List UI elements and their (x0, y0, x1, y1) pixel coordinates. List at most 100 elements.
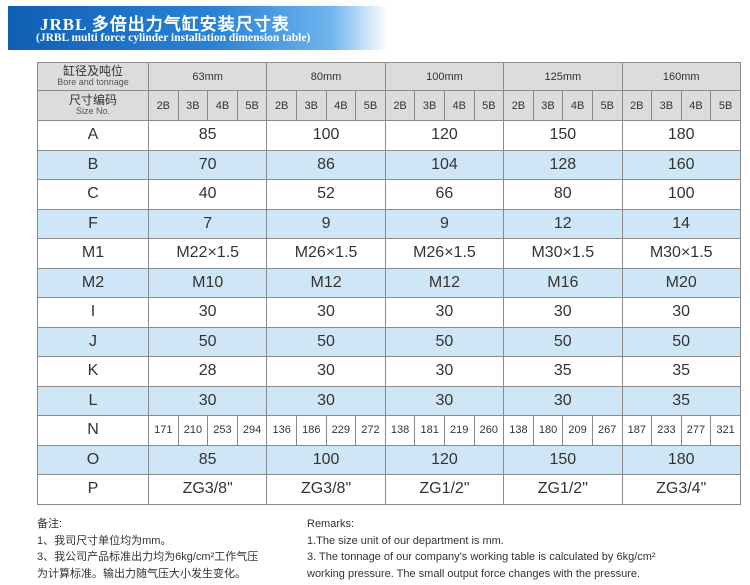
cell: 9 (384, 208, 505, 239)
size-header: 3B (651, 90, 682, 121)
row-label: C (37, 179, 149, 210)
cell: 50 (147, 326, 268, 357)
size-header: 5B (710, 90, 741, 121)
cell: 100 (266, 444, 386, 475)
cell: M20 (621, 267, 741, 298)
cell: 35 (621, 385, 741, 416)
subtitle: (JRBL multi force cylinder installation … (36, 32, 311, 44)
cell: M12 (266, 267, 386, 298)
cell: 80 (503, 179, 623, 210)
corner-cn: 缸径及吨位 (62, 63, 123, 78)
row-label: I (37, 297, 149, 328)
cell: 40 (147, 179, 268, 210)
row-label: L (37, 385, 149, 416)
cell: ZG1/2" (384, 474, 505, 505)
data-row: C 40 52 66 80 100 (37, 179, 741, 210)
size-header: 2B (503, 90, 534, 121)
cell: 187 (621, 415, 653, 446)
dimension-table: 缸径及吨位 Bore and tonnage 63mm 80mm 100mm 125mm 1… (37, 62, 741, 505)
cell: 138 (503, 415, 534, 446)
cell: 229 (325, 415, 357, 446)
size-header: 4B (680, 90, 712, 121)
data-row: I 30 30 30 30 30 (37, 297, 741, 328)
row-label: M2 (37, 267, 149, 298)
cell: 267 (591, 415, 623, 446)
size-header: 4B (325, 90, 357, 121)
row-label: A (37, 120, 149, 151)
cell: 30 (384, 385, 505, 416)
size-header: 2B (266, 90, 297, 121)
bore-header: 100mm (384, 62, 505, 91)
cell: 160 (621, 149, 741, 180)
data-row: P ZG3/8" ZG3/8" ZG1/2" ZG1/2" ZG3/4" (37, 474, 741, 505)
row-label: M1 (37, 238, 149, 269)
cell: 30 (266, 385, 386, 416)
cell: 128 (503, 149, 623, 180)
size-header: 4B (443, 90, 475, 121)
cell: 35 (621, 356, 741, 387)
size-header: 5B (473, 90, 505, 121)
cell: 85 (147, 120, 268, 151)
cell: 30 (503, 385, 623, 416)
size-header: 5B (236, 90, 268, 121)
cell: 181 (414, 415, 445, 446)
remarks-en: Remarks: 1.The size unit of our departmen… (307, 516, 656, 582)
remarks-title: 备注: (37, 518, 63, 530)
data-row: A 85 100 120 150 180 (37, 120, 741, 151)
remarks-line: 1、我司尺寸单位均为mm。 (37, 534, 172, 547)
cell: 66 (384, 179, 505, 210)
cell: 294 (236, 415, 268, 446)
cell: ZG3/8" (266, 474, 386, 505)
cell: 321 (710, 415, 741, 446)
cell: M10 (147, 267, 268, 298)
cell: 209 (562, 415, 593, 446)
cell: M26×1.5 (384, 238, 505, 269)
cell: 120 (384, 444, 505, 475)
cell: M12 (384, 267, 505, 298)
cell: 50 (266, 326, 386, 357)
data-row: M1 M22×1.5 M26×1.5 M26×1.5 M30×1.5 M30×1.5 (37, 238, 741, 269)
cell: 180 (532, 415, 564, 446)
cell: 50 (503, 326, 623, 357)
cell: 138 (384, 415, 416, 446)
cell: 253 (207, 415, 238, 446)
remarks-line: 为计算标准。输出力随气压大小发生变化。 (37, 567, 246, 580)
row-label: K (37, 356, 149, 387)
cell: M30×1.5 (621, 238, 741, 269)
row-label: J (37, 326, 149, 357)
cell: ZG3/4" (621, 474, 741, 505)
cell: 150 (503, 444, 623, 475)
header-row: 缸径及吨位 Bore and tonnage 63mm 80mm 100mm 125mm 1… (37, 62, 741, 91)
size-header: 2B (384, 90, 416, 121)
size-header: 3B (177, 90, 209, 121)
data-row: L 30 30 30 30 35 (37, 385, 741, 416)
size-header: 4B (207, 90, 238, 121)
row-label: F (37, 208, 149, 239)
data-row: N 171 210 253 294 136 186 229 272 138 181 219 260 138… (37, 415, 741, 446)
cell: 277 (680, 415, 712, 446)
remarks-line: 1.The size unit of our department is mm. (307, 534, 504, 547)
cell: 50 (384, 326, 505, 357)
data-row: B 70 86 104 128 160 (37, 149, 741, 180)
corner-cell: 尺寸编码 Size No. (37, 90, 149, 121)
cell: 272 (355, 415, 386, 446)
cell: 70 (147, 149, 268, 180)
subheader-row: 尺寸编码 Size No. 2B 3B 4B 5B 2B 3B 4B 5B 2B 3B 4B 5B 2B 3B… (37, 90, 741, 121)
cell: 180 (621, 120, 741, 151)
size-header: 3B (295, 90, 327, 121)
bore-header: 160mm (621, 62, 741, 91)
cell: ZG3/8" (147, 474, 268, 505)
cell: 50 (621, 326, 741, 357)
cell: 260 (473, 415, 505, 446)
cell: 35 (503, 356, 623, 387)
cell: 186 (295, 415, 327, 446)
cell: 210 (177, 415, 209, 446)
remarks-line: 3、我公司产品标准出力均为6kg/cm²工作气压 (37, 551, 259, 563)
cell: 150 (503, 120, 623, 151)
data-row: F 7 9 9 12 14 (37, 208, 741, 239)
size-header: 5B (355, 90, 386, 121)
cell: 30 (147, 385, 268, 416)
cell: 180 (621, 444, 741, 475)
cell: 12 (503, 208, 623, 239)
